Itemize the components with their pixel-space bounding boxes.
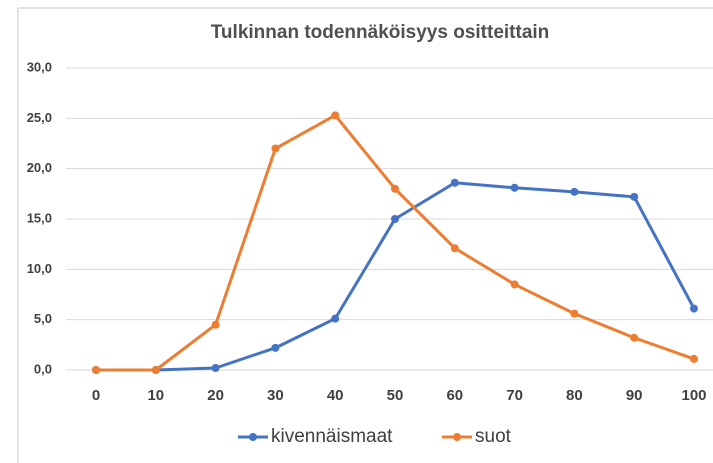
chart-frame [17,7,713,463]
data-point [92,366,100,374]
data-point [690,304,698,313]
data-point [630,192,639,201]
y-tick-label: 20,0 [27,160,52,175]
data-point [630,333,639,342]
data-point [510,280,519,289]
data-point [690,354,698,363]
data-point [151,366,160,374]
y-tick-label: 25,0 [27,110,52,125]
y-tick-label: 15,0 [27,210,52,225]
data-point [331,314,340,323]
x-tick-label: 100 [681,387,706,404]
data-point [211,363,220,372]
y-tick-label: 5,0 [34,311,52,326]
x-tick-label: 20 [207,387,224,404]
data-point [331,111,340,120]
x-tick-label: 40 [327,387,344,404]
data-point [510,183,519,192]
x-tick-label: 60 [446,387,463,404]
x-tick-label: 10 [147,387,164,404]
data-point [570,187,579,196]
y-tick-label: 30,0 [27,59,52,74]
data-point [391,184,399,193]
legend-marker [249,433,257,441]
data-point [271,144,280,153]
data-point [391,215,399,223]
legend-marker [453,433,461,441]
x-tick-label: 30 [267,387,284,404]
x-tick-label: 80 [566,387,583,404]
data-point [271,343,280,352]
data-point [211,320,220,329]
x-tick-label: 0 [92,387,100,404]
data-point [450,178,459,187]
y-tick-label: 0,0 [34,361,52,376]
legend-label: suot [475,426,512,447]
data-point [570,309,579,318]
x-tick-label: 90 [626,387,643,404]
chart-title: Tulkinnan todennäköisyys ositteittain [211,22,550,43]
legend-label: kivennäismaat [271,426,393,447]
y-tick-label: 10,0 [27,261,52,276]
data-point [450,244,459,253]
x-tick-label: 70 [506,387,523,404]
x-tick-label: 50 [387,387,404,404]
